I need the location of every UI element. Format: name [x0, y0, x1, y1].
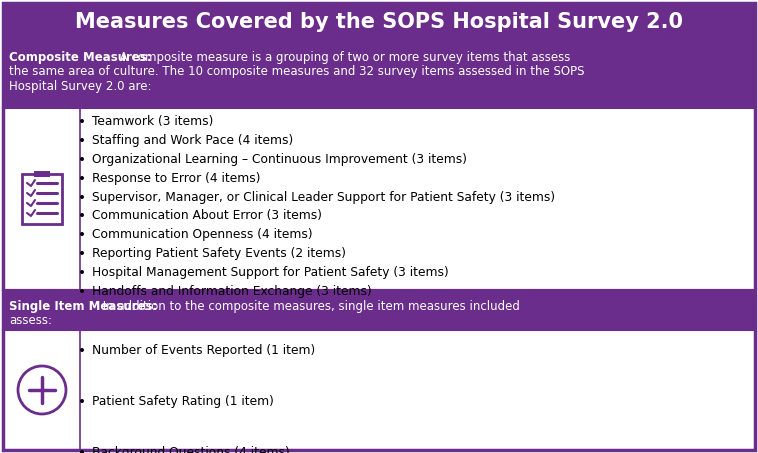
- Text: •: •: [78, 191, 86, 205]
- Text: •: •: [78, 172, 86, 186]
- Text: Communication About Error (3 items): Communication About Error (3 items): [92, 209, 322, 222]
- FancyBboxPatch shape: [34, 171, 50, 177]
- Text: •: •: [78, 228, 86, 242]
- Text: Teamwork (3 items): Teamwork (3 items): [92, 115, 213, 128]
- Text: •: •: [78, 285, 86, 299]
- Text: Response to Error (4 items): Response to Error (4 items): [92, 172, 261, 185]
- Text: Single Item Measures:: Single Item Measures:: [9, 300, 158, 313]
- Text: A composite measure is a grouping of two or more survey items that assess: A composite measure is a grouping of two…: [116, 51, 570, 64]
- Text: •: •: [78, 134, 86, 148]
- Text: •: •: [78, 153, 86, 167]
- Text: Staffing and Work Pace (4 items): Staffing and Work Pace (4 items): [92, 134, 293, 147]
- Text: Composite Measures:: Composite Measures:: [9, 51, 152, 64]
- Text: Hospital Survey 2.0 are:: Hospital Survey 2.0 are:: [9, 80, 152, 93]
- Text: •: •: [78, 446, 86, 453]
- FancyBboxPatch shape: [3, 3, 755, 450]
- Text: Supervisor, Manager, or Clinical Leader Support for Patient Safety (3 items): Supervisor, Manager, or Clinical Leader …: [92, 191, 555, 203]
- Text: the same area of culture. The 10 composite measures and 32 survey items assessed: the same area of culture. The 10 composi…: [9, 66, 584, 78]
- Text: Organizational Learning – Continuous Improvement (3 items): Organizational Learning – Continuous Imp…: [92, 153, 467, 166]
- Text: •: •: [78, 266, 86, 280]
- Text: •: •: [78, 247, 86, 261]
- Text: Hospital Management Support for Patient Safety (3 items): Hospital Management Support for Patient …: [92, 266, 449, 279]
- Text: In addition to the composite measures, single item measures included: In addition to the composite measures, s…: [99, 300, 520, 313]
- Text: Handoffs and Information Exchange (3 items): Handoffs and Information Exchange (3 ite…: [92, 285, 371, 298]
- Text: Patient Safety Rating (1 item): Patient Safety Rating (1 item): [92, 395, 274, 408]
- Text: •: •: [78, 344, 86, 358]
- FancyBboxPatch shape: [3, 290, 755, 330]
- Text: Background Questions (4 items): Background Questions (4 items): [92, 446, 290, 453]
- Text: Measures Covered by the SOPS Hospital Survey 2.0: Measures Covered by the SOPS Hospital Su…: [75, 11, 683, 32]
- FancyBboxPatch shape: [3, 3, 755, 40]
- Text: Number of Events Reported (1 item): Number of Events Reported (1 item): [92, 344, 315, 357]
- Text: •: •: [78, 115, 86, 129]
- Text: •: •: [78, 395, 86, 409]
- Text: Reporting Patient Safety Events (2 items): Reporting Patient Safety Events (2 items…: [92, 247, 346, 260]
- Circle shape: [18, 366, 66, 414]
- FancyBboxPatch shape: [3, 40, 755, 108]
- Text: assess:: assess:: [9, 314, 52, 328]
- FancyBboxPatch shape: [22, 174, 62, 224]
- Text: Communication Openness (4 items): Communication Openness (4 items): [92, 228, 312, 241]
- Text: •: •: [78, 209, 86, 223]
